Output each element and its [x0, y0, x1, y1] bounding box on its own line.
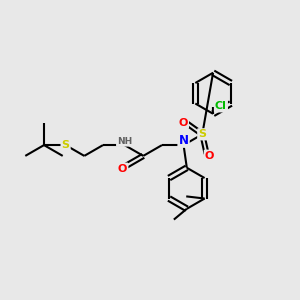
Text: N: N: [178, 134, 189, 147]
Text: S: S: [198, 129, 206, 139]
Text: O: O: [178, 118, 188, 128]
Text: O: O: [205, 151, 214, 161]
Text: Cl: Cl: [215, 101, 227, 111]
Text: NH: NH: [117, 137, 132, 146]
Text: O: O: [118, 164, 127, 174]
Text: S: S: [61, 140, 70, 150]
